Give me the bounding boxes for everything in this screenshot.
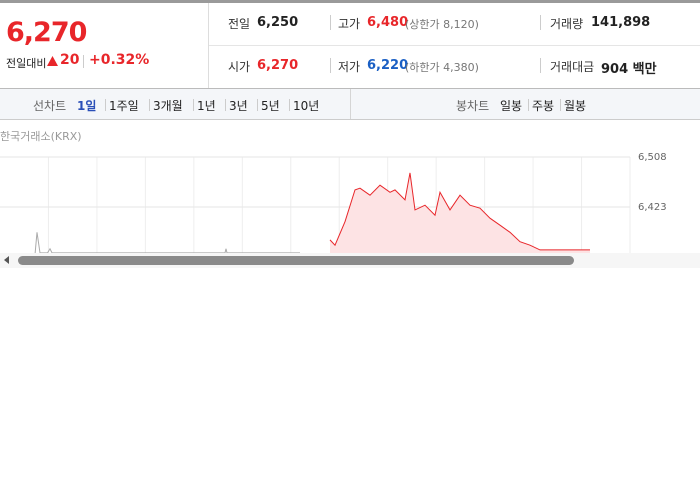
- scroll-left[interactable]: [3, 256, 11, 265]
- stat-value: 141,898: [591, 15, 651, 30]
- tab[interactable]: 3년: [229, 99, 248, 113]
- tab[interactable]: 1일: [77, 99, 97, 113]
- divider: [209, 45, 700, 46]
- tab[interactable]: 5년: [261, 99, 280, 113]
- up-arrow: [47, 56, 58, 66]
- tab[interactable]: 3개월: [153, 99, 183, 113]
- stat-note: (상한가 8,120): [405, 18, 479, 31]
- y-tick-label: 6,423: [638, 202, 667, 213]
- change-rate: +0.32%: [89, 52, 150, 68]
- stat-label: 시가: [228, 60, 251, 74]
- separator: [560, 99, 561, 111]
- divider: [208, 3, 209, 88]
- tab-group-label: 봉차트: [456, 99, 490, 113]
- scroll-thumb[interactable]: [18, 256, 574, 265]
- price: 6,270: [6, 17, 87, 48]
- separator: [540, 15, 541, 30]
- tab[interactable]: 월봉: [564, 99, 587, 113]
- tab[interactable]: 1주일: [109, 99, 139, 113]
- separator: [528, 99, 529, 111]
- stat-label: 거래대금: [550, 60, 595, 74]
- stat-label: 거래량: [550, 17, 584, 31]
- change-label: 전일대비: [6, 57, 47, 70]
- tab[interactable]: 일봉: [500, 99, 523, 113]
- tab[interactable]: 1년: [197, 99, 216, 113]
- divider: [0, 88, 700, 89]
- stat-note: (하한가 4,380): [405, 61, 479, 74]
- separator: [330, 58, 331, 73]
- separator: [330, 15, 331, 30]
- price-line: [329, 172, 590, 251]
- top-border: [0, 0, 700, 3]
- stat-value: 6,480: [367, 15, 409, 30]
- tab-bar: 선차트 1일 1주일 3개월 1년 3년 5년 10년 봉차트 일봉 주봉 월봉: [0, 89, 700, 120]
- separator: [105, 99, 106, 111]
- price-line: [0, 232, 300, 256]
- change: 20: [60, 52, 80, 68]
- separator: [193, 99, 194, 111]
- separator: [257, 99, 258, 111]
- separator: [83, 55, 84, 68]
- stat-value: 6,250: [257, 15, 299, 30]
- separator: [289, 99, 290, 111]
- stat-value: 904 백만: [601, 62, 657, 77]
- separator: [149, 99, 150, 111]
- source: 한국거래소(KRX): [0, 130, 82, 143]
- tab[interactable]: 10년: [293, 99, 320, 113]
- scrollbar[interactable]: [0, 253, 700, 268]
- stat-value: 6,220: [367, 58, 409, 73]
- tab-group-label: 선차트: [33, 99, 67, 113]
- divider: [350, 89, 351, 119]
- stat-label: 고가: [338, 17, 361, 31]
- separator: [540, 58, 541, 73]
- separator: [225, 99, 226, 111]
- stat-label: 전일: [228, 17, 251, 31]
- y-tick-label: 6,508: [638, 152, 667, 163]
- stat-label: 저가: [338, 60, 361, 74]
- stat-value: 6,270: [257, 58, 299, 73]
- tab[interactable]: 주봉: [532, 99, 555, 113]
